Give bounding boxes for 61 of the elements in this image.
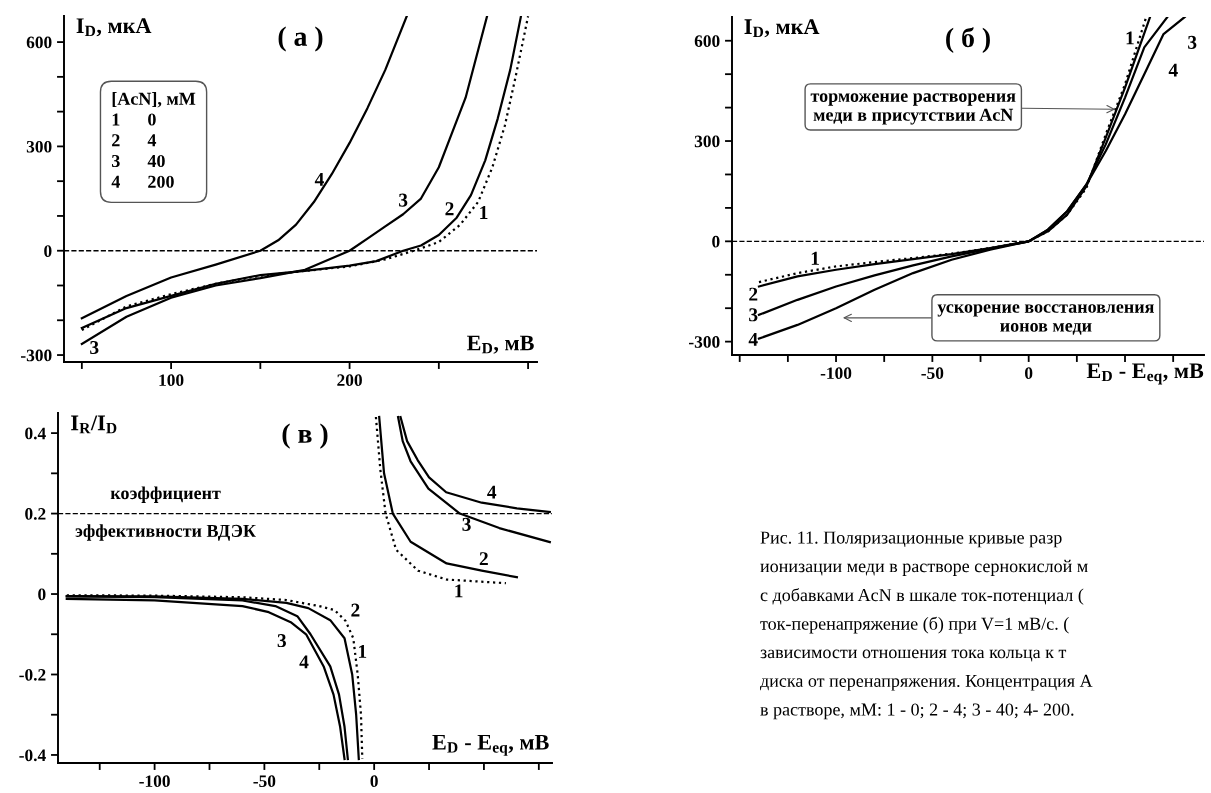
text: в растворе, мМ: 1 - 0; 2 - 4; 3 - 40; 4- 200. [760,703,1074,720]
y-tick-label: 0.4 [25,427,46,440]
annotation: 3 [1188,35,1197,49]
chart-title: ( б ) [946,27,990,53]
y-tick-label: -300 [21,349,52,362]
y-tick-label: 0 [712,235,720,248]
annotation: 3 [277,634,286,648]
text: Рис. 11. Поляризационные кривые разр [760,531,1062,548]
x-tick-label: 0 [1025,367,1033,380]
chart-title: ( а ) [278,26,323,52]
x-axis-title: E$_{D}$ - E$_{eq}$, мВ [1086,363,1204,385]
y-tick-label: 300 [694,135,720,148]
x-axis-title: E$_{D}$ - E$_{eq}$, мВ [432,734,549,756]
text: диска от перенапряжения. Концентрация А [760,674,1093,691]
annotation: 4 [299,655,309,669]
text: с добавками AcN в шкале ток-потенциал ( [760,588,1084,605]
annotation: 3 [749,308,758,322]
annotation: 1 [455,584,463,598]
y-axis-title: I$_{D}$, мкА [744,19,820,38]
y-axis-title: I$_{D}$, мкА [76,18,152,37]
x-axis-title: E$_{D}$, мВ [467,335,534,354]
annotation: 4 [748,333,758,346]
annotation: 4 [1168,63,1178,77]
x-tick-label: -50 [253,775,276,788]
y-tick-label: 0.2 [25,508,46,520]
annotation: 1 [1126,31,1134,45]
annotation: 2 [351,603,360,617]
annotation: 4 [487,485,497,499]
annotation: 1 [811,251,819,265]
text: ионизации меди в растворе сернокислой м [760,559,1088,576]
annotation: [AcN], мМ 1 0 2 4 3 40 4 200 [111,92,196,188]
annotation: 1 [359,644,367,658]
annotation: 2 [749,287,758,301]
ref-line-label: коэффициент эффективности ВДЭК [75,486,256,541]
annotation: торможение растворения меди в присутствии AcN [810,93,1016,125]
annotation: 3 [399,193,408,207]
annotation: 3 [90,341,99,355]
y-tick-label: 0 [44,245,52,257]
annotation: 1 [480,206,488,219]
text: ток-перенапряжение (б) при V=1 мВ/с. ( [760,616,1069,634]
y-tick-label: -0.4 [19,749,46,762]
x-tick-label: -50 [921,367,944,380]
annotation: 2 [479,552,488,566]
annotation: 4 [314,172,324,186]
x-tick-label: 0 [370,775,378,788]
y-tick-label: 300 [26,140,52,153]
y-tick-label: 600 [694,35,720,47]
annotation: 2 [445,202,454,216]
y-tick-label: -300 [689,336,720,348]
y-tick-label: 0 [38,588,46,601]
x-tick-label: 100 [159,374,184,387]
x-tick-label: -100 [139,775,170,788]
chart-title: ( в ) [282,423,328,449]
text: зависимости отношения тока кольца к т [760,649,1067,662]
x-tick-label: -100 [820,367,852,380]
y-tick-label: -0.2 [19,668,46,681]
x-tick-label: 200 [337,374,362,387]
y-tick-label: 600 [26,36,52,49]
y-axis-title: I$_{R}$/I$_{D}$ [71,415,117,434]
annotation: ускорение восстановления ионов меди [937,304,1154,335]
annotation: 3 [462,517,471,531]
